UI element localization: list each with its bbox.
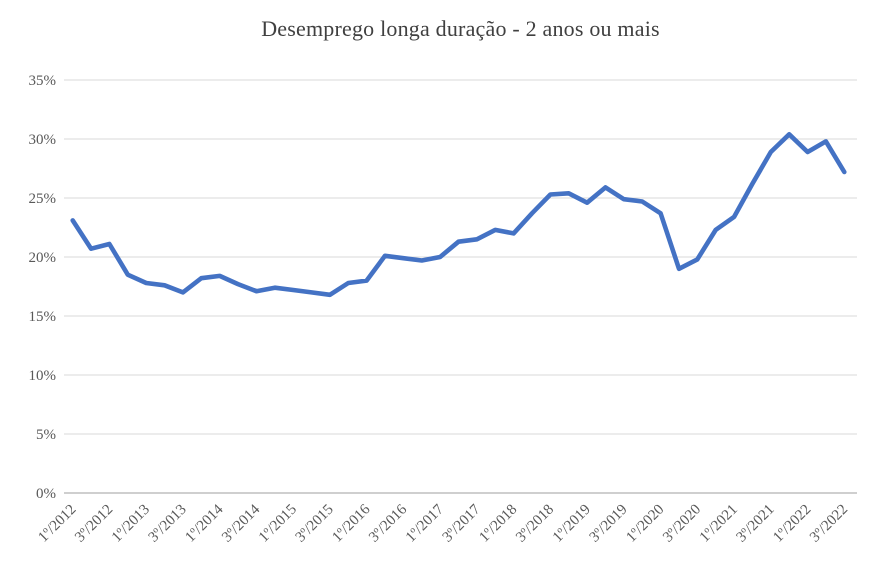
x-tick-label: 3º/2020 — [660, 502, 704, 546]
x-tick-label: 1º/2017 — [403, 501, 447, 545]
x-tick-label: 1º/2016 — [329, 501, 373, 545]
x-tick-label: 3º/2019 — [587, 502, 631, 546]
x-tick-label: 1º/2013 — [109, 502, 153, 546]
y-tick-label: 20% — [29, 250, 57, 266]
x-tick-label: 1º/2020 — [623, 502, 667, 546]
x-tick-label: 3º/2017 — [440, 501, 484, 545]
x-tick-label: 1º/2019 — [550, 502, 594, 546]
series-line — [70, 132, 847, 298]
x-tick-label: 1º/2014 — [182, 501, 226, 545]
x-tick-label: 3º/2014 — [219, 501, 263, 545]
x-tick-label: 3º/2015 — [293, 502, 337, 546]
y-tick-label: 25% — [29, 191, 57, 207]
y-tick-label: 5% — [36, 427, 56, 443]
x-tick-label: 1º/2022 — [770, 502, 814, 546]
x-tick-label: 1º/2021 — [697, 502, 741, 546]
x-tick-label: 3º/2018 — [513, 502, 557, 546]
chart-title: Desemprego longa duração - 2 anos ou mai… — [261, 16, 660, 41]
x-tick-label: 3º/2013 — [146, 502, 190, 546]
y-tick-label: 0% — [36, 486, 56, 502]
y-tick-label: 30% — [29, 132, 57, 148]
y-tick-label: 15% — [29, 309, 57, 325]
x-tick-label: 3º/2012 — [72, 502, 116, 546]
y-tick-label: 35% — [29, 73, 57, 89]
x-tick-label: 3º/2022 — [807, 502, 851, 546]
x-tick-label: 1º/2018 — [476, 502, 520, 546]
x-tick-label: 1º/2015 — [256, 502, 300, 546]
x-tick-label: 3º/2021 — [734, 502, 778, 546]
x-tick-label: 3º/2016 — [366, 501, 410, 545]
x-tick-label: 1º/2012 — [35, 502, 79, 546]
y-tick-label: 10% — [29, 368, 57, 384]
